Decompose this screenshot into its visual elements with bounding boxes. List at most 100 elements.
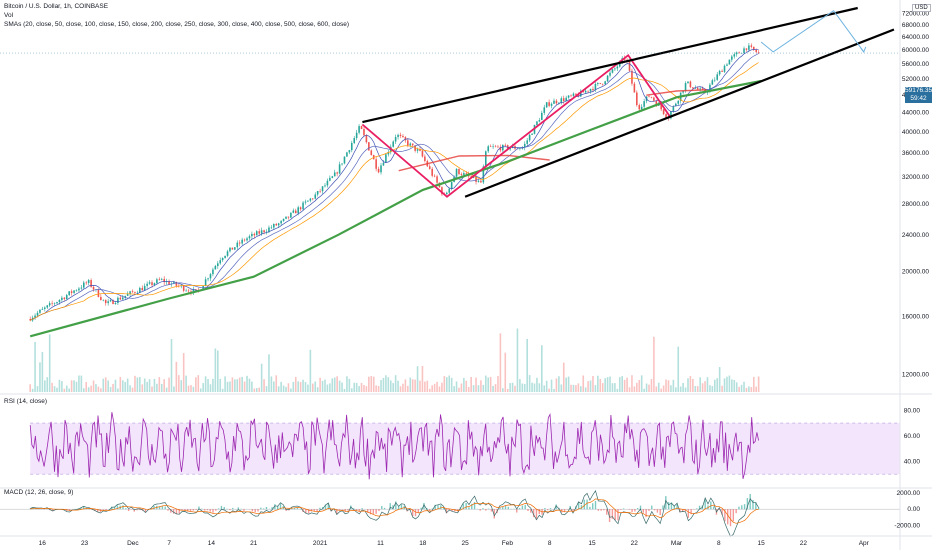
volume-bar (526, 338, 528, 392)
candle-body (253, 233, 256, 236)
price-tick-label: 36000.00 (902, 150, 929, 157)
volume-bar (631, 375, 633, 392)
macd-histogram-bar (735, 509, 737, 514)
candle-body (331, 176, 334, 178)
candle-body (360, 126, 363, 129)
rsi-legend[interactable]: RSI (14, close) (4, 398, 47, 405)
macd-histogram-bar (232, 507, 234, 510)
currency-badge[interactable]: USD (912, 4, 931, 12)
projection-path[interactable] (760, 10, 865, 53)
macd-histogram-bar (577, 502, 580, 510)
macd-histogram-bar (757, 507, 760, 510)
candle-body (358, 126, 360, 133)
volume-bar (460, 383, 463, 392)
volume-bar (628, 387, 631, 392)
candle-body (131, 291, 134, 293)
candle-body (309, 198, 312, 201)
volume-bar (299, 382, 302, 392)
sma-red-line-2 (646, 89, 707, 96)
volume-bar (70, 380, 73, 392)
volume-bar (521, 383, 524, 392)
candle-body (92, 286, 95, 290)
macd-histogram-bar (499, 507, 501, 510)
candle-body (448, 188, 451, 193)
candle-body (148, 282, 151, 284)
candle-body (743, 48, 745, 54)
sma-20-line (30, 48, 759, 321)
candle-body (643, 101, 645, 107)
macd-histogram-bar (696, 508, 698, 510)
time-tick-label: 21 (250, 540, 258, 547)
volume-bar (48, 334, 51, 392)
macd-histogram-bar (426, 507, 428, 510)
sma-legend[interactable]: SMAs (20, close, 50, close, 100, close, … (4, 21, 350, 28)
volume-bar (752, 376, 755, 392)
candle-body (750, 45, 753, 47)
macd-histogram-bar (262, 508, 265, 510)
time-tick-label: 11 (377, 540, 384, 547)
volume-bar (34, 341, 36, 392)
candle-body (411, 143, 414, 146)
candle-body (407, 140, 409, 146)
candle-body (528, 134, 531, 141)
volume-bar (82, 388, 85, 392)
volume-bar (212, 378, 214, 392)
candle-body (458, 168, 460, 175)
candle-body (182, 285, 185, 291)
macd-histogram-bar (648, 509, 650, 511)
candle-body (121, 297, 124, 300)
rsi-panel[interactable] (29, 412, 900, 480)
macd-legend[interactable]: MACD (12, 26, close, 9) (4, 489, 74, 496)
candle-body (499, 146, 502, 151)
candle-body (397, 134, 399, 138)
macd-panel[interactable] (0, 489, 900, 537)
candle-body (129, 291, 131, 294)
candle-body (312, 198, 314, 200)
macd-histogram-bar (538, 509, 540, 515)
candle-body (531, 133, 533, 135)
candle-body (139, 287, 141, 293)
volume-bar (694, 386, 697, 392)
volume-bar (304, 382, 307, 392)
volume-bar (531, 382, 533, 392)
volume-bar (160, 383, 163, 392)
macd-histogram-bar (358, 509, 360, 512)
price-panel[interactable] (0, 6, 900, 392)
candle-body (39, 309, 41, 313)
volume-bar (273, 381, 275, 392)
candle-body (450, 182, 453, 189)
volume-bar (402, 383, 404, 392)
volume-bar (104, 377, 107, 392)
macd-histogram-bar (580, 505, 583, 510)
macd-histogram-bar (428, 509, 431, 511)
volume-bar (316, 387, 319, 392)
volume-legend[interactable]: Vol (4, 12, 14, 19)
volume-bar (151, 386, 153, 392)
volume-bar (538, 383, 541, 392)
volume-bar (684, 387, 687, 392)
volume-bar (119, 376, 122, 392)
candle-body (377, 168, 380, 173)
candle-body (638, 105, 641, 110)
macd-histogram-bar (631, 509, 633, 513)
macd-histogram-bar (752, 500, 754, 510)
candle-body (480, 180, 482, 183)
sma-red-line (398, 154, 550, 172)
macd-histogram-bar (721, 509, 723, 516)
macd-histogram-bar (704, 498, 706, 510)
channel-upper-line[interactable] (362, 6, 858, 124)
candle-body (394, 137, 397, 142)
candle-body (387, 152, 390, 155)
candle-body (692, 87, 694, 89)
candle-body (618, 61, 621, 67)
volume-bar (407, 385, 409, 392)
candle-body (562, 98, 565, 102)
volume-bar (129, 385, 131, 392)
macd-histogram-bar (645, 509, 647, 518)
macd-histogram-bar (687, 509, 690, 518)
channel-lower-line[interactable] (464, 28, 895, 198)
volume-bar (277, 386, 280, 392)
volume-bar (592, 376, 594, 392)
macd-histogram-bar (319, 507, 321, 510)
